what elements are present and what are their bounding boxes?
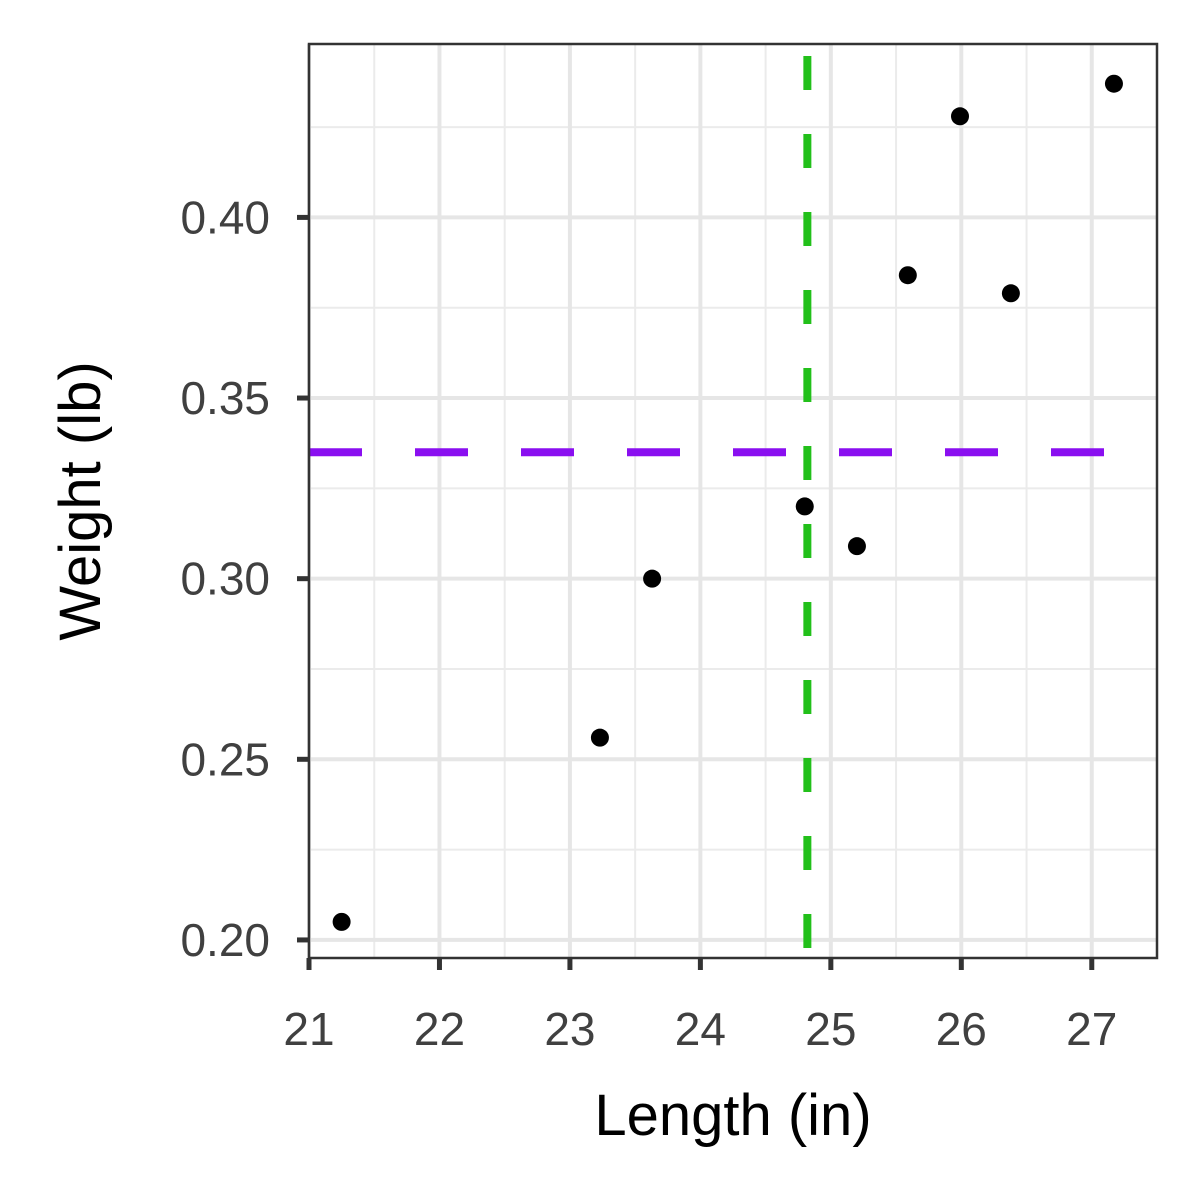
x-axis-title: Length (in): [594, 1083, 871, 1148]
data-point: [332, 912, 351, 931]
x-tick-label: 25: [805, 1003, 856, 1055]
data-points: [332, 74, 1123, 931]
data-point: [951, 107, 970, 126]
data-point: [898, 266, 917, 285]
y-tick-label: 0.40: [180, 191, 270, 243]
data-point: [1001, 284, 1020, 303]
plot-panel-border: [307, 42, 1159, 960]
reference-lines: [309, 56, 1112, 958]
x-tick-label: 22: [414, 1003, 465, 1055]
data-point: [590, 728, 609, 747]
x-tick-label: 21: [283, 1003, 334, 1055]
data-point: [643, 569, 662, 588]
y-tick-label: 0.25: [180, 733, 270, 785]
x-tick-label: 26: [936, 1003, 987, 1055]
x-tick-label: 27: [1066, 1003, 1117, 1055]
grid: [307, 44, 1158, 958]
x-tick-label: 23: [544, 1003, 595, 1055]
axes: 21 22 23 24 25 26 27 0.20 0.25 0.30 0.35 0.40: [180, 191, 1117, 1055]
data-point: [847, 537, 866, 556]
x-tick-label: 24: [675, 1003, 726, 1055]
y-tick-label: 0.30: [180, 553, 270, 605]
y-tick-label: 0.20: [180, 914, 270, 966]
data-point: [1104, 74, 1123, 93]
data-point: [795, 497, 814, 516]
y-tick-label: 0.35: [180, 372, 270, 424]
y-axis-title: Weight (lb): [48, 361, 113, 640]
